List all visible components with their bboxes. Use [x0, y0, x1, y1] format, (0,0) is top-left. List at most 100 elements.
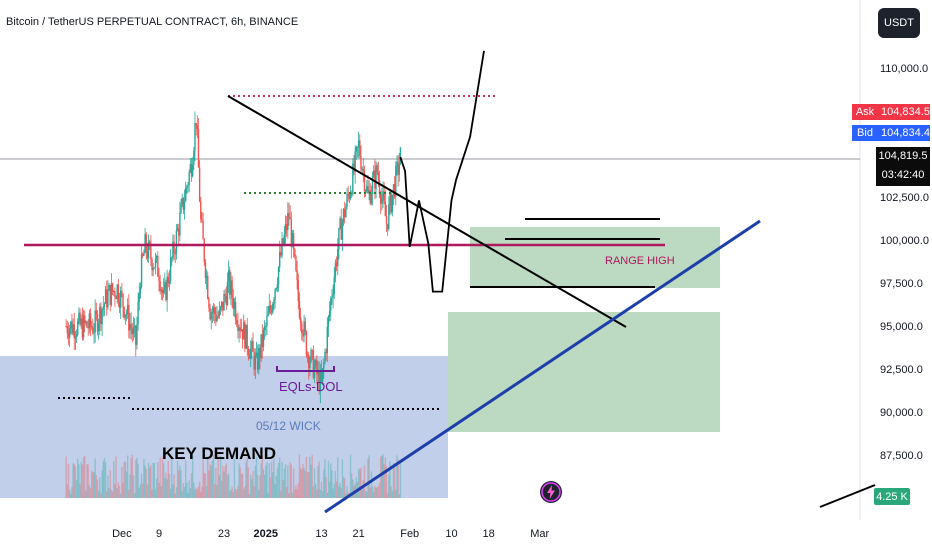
volume-bar — [167, 460, 169, 498]
candle-body — [383, 191, 385, 202]
volume-bar — [273, 458, 275, 498]
volume-bar — [223, 471, 225, 498]
volume-bar — [379, 456, 382, 498]
volume-bar — [246, 456, 248, 498]
volume-bar — [187, 493, 189, 498]
volume-bar — [119, 493, 122, 498]
candle-body — [95, 310, 98, 315]
ascending-trendline[interactable] — [324, 219, 761, 514]
volume-bar — [139, 484, 142, 498]
volume-bar — [117, 482, 120, 498]
candle-body — [354, 151, 356, 172]
volume-bar — [275, 475, 277, 498]
candle-body — [200, 201, 202, 220]
candle-body — [171, 257, 173, 259]
volume-bar — [172, 484, 174, 498]
volume-bar — [313, 468, 316, 498]
candle-body — [256, 352, 259, 370]
candle-body — [187, 185, 189, 187]
y-tick-label: 100,000.0 — [880, 235, 929, 247]
volume-bar — [86, 464, 88, 498]
candle-body — [176, 228, 179, 231]
volume-bar — [234, 488, 237, 498]
candle-body — [285, 223, 288, 231]
volume-bar — [254, 465, 257, 498]
trendline-far-right[interactable] — [819, 484, 876, 508]
candle-body — [276, 284, 279, 289]
candle-body — [355, 146, 358, 152]
volume-bar — [291, 492, 294, 498]
candle-body — [275, 288, 277, 290]
candle-body — [150, 245, 152, 260]
volume-bar — [381, 455, 383, 498]
candle-body — [298, 300, 301, 318]
volume-bar — [352, 479, 354, 498]
volume-bar — [396, 455, 398, 498]
volume-bar — [146, 484, 149, 498]
candle-body — [319, 371, 322, 392]
candle-body — [217, 316, 219, 318]
candle-body — [386, 223, 389, 229]
candle-body — [212, 307, 215, 313]
candle-body — [294, 249, 296, 257]
volume-bar — [218, 475, 221, 498]
volume-bar — [123, 461, 125, 498]
candle-body — [363, 170, 366, 192]
volume-bar — [272, 472, 274, 498]
currency-button[interactable]: USDT — [878, 8, 920, 38]
candle-body — [297, 279, 299, 301]
volume-bar — [222, 465, 224, 498]
countdown-value: 03:42:40 — [881, 169, 925, 181]
volume-bar — [333, 483, 335, 498]
candle-body — [132, 327, 135, 334]
volume-bar — [121, 466, 123, 498]
candle-body — [99, 306, 101, 324]
volume-bar — [376, 486, 378, 498]
candle-body — [122, 294, 124, 308]
eqls-bracket[interactable] — [276, 366, 335, 372]
volume-bar — [73, 463, 75, 498]
projection-path[interactable] — [399, 50, 485, 293]
candle-body — [398, 164, 400, 175]
candle-body — [230, 280, 232, 295]
candle-body — [377, 172, 380, 180]
candle-body — [340, 218, 342, 240]
volume-bar — [115, 456, 117, 498]
candle-body — [356, 146, 359, 148]
candle-body — [143, 252, 145, 256]
price-axis[interactable]: 110,000.0 102,500.0 100,000.0 97,500.0 95,00… — [880, 63, 929, 462]
last-price-box: 104,819.5 03:42:40 — [876, 147, 930, 186]
candle-body — [96, 314, 99, 332]
candle-body — [376, 165, 378, 173]
volume-bar — [350, 473, 353, 498]
eqls-dol-label: EQLs-DOL — [279, 379, 343, 394]
candle-body — [316, 360, 318, 375]
ask-value: 104,834.5 — [881, 106, 930, 118]
volume-bar — [332, 488, 334, 498]
candle-body — [357, 140, 360, 148]
volume-bar — [370, 471, 373, 498]
candle-body — [151, 259, 153, 271]
candle-body — [323, 362, 325, 369]
candle-body — [287, 213, 289, 231]
time-axis[interactable]: Dec 9 23 2025 13 21 Feb 10 18 Mar — [112, 528, 549, 540]
candle-body — [126, 304, 129, 314]
candle-body — [196, 125, 199, 130]
candle-body — [292, 233, 295, 250]
candle-body — [183, 201, 186, 210]
volume-bar — [104, 461, 107, 498]
volume-bar — [66, 484, 69, 498]
volume-bar — [201, 486, 203, 498]
candle-body — [399, 147, 402, 165]
volume-bar — [68, 489, 71, 498]
candle-body — [94, 310, 96, 333]
lightning-icon[interactable] — [540, 481, 562, 503]
candle-body — [364, 190, 367, 192]
volume-bar — [143, 458, 145, 498]
candle-body — [172, 241, 174, 258]
candle-body — [193, 150, 195, 165]
volume-bar — [90, 470, 93, 498]
candle-body — [326, 326, 329, 354]
descending-trendline[interactable] — [227, 95, 627, 328]
